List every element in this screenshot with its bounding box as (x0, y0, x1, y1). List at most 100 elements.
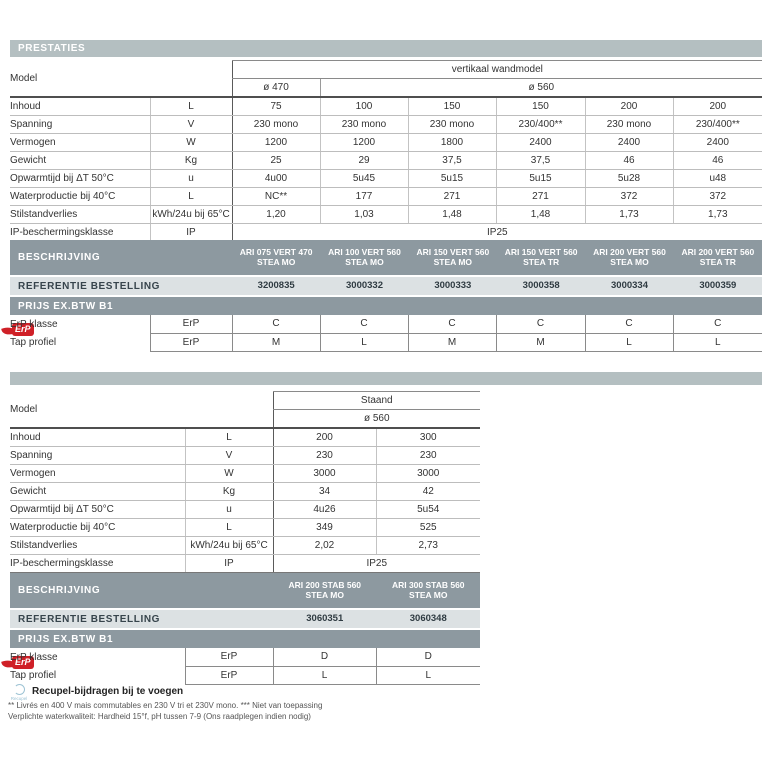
model-name: ARI 300 STAB 560 STEA MO (391, 579, 465, 600)
referentie-number: 3060348 (409, 612, 447, 624)
referentie-number: 3000358 (522, 279, 560, 291)
spec-row-inhoud: Inhoud L 200 300 (10, 428, 481, 447)
referentie-values: 3060351 3060348 (273, 610, 480, 628)
referentie-band-wall: REFERENTIE BESTELLING 3200835 3000332 30… (10, 277, 762, 295)
cell: 2,02 (272, 536, 376, 555)
row-label: Spanning (10, 446, 185, 465)
cell: C (672, 315, 762, 334)
cell: 3000 (272, 464, 376, 483)
recupel-logo-label: Recupel (10, 696, 28, 701)
spec-row-stilstandverlies: Stilstandverlies kWh/24u bij 65°C 1,20 1… (10, 205, 762, 224)
cell: C (495, 315, 585, 334)
row-label: IP-beschermingsklasse (10, 554, 185, 573)
cell: 5u15 (495, 169, 585, 188)
prestaties-band: PRESTATIES (10, 40, 762, 57)
spec-row-waterproductie: Waterproductie bij 40°C L NC** 177 271 2… (10, 187, 762, 206)
erp-row-klasse: ErP klasse ErP D D (10, 648, 480, 667)
spec-row-vermogen: Vermogen W 1200 1200 1800 2400 2400 2400 (10, 133, 762, 152)
erp-table-standing: ErP klasse ErP D D Tap profiel ErP L L (10, 648, 480, 685)
row-unit: u (149, 169, 232, 188)
cell: L (672, 333, 762, 352)
cell: 2400 (672, 133, 762, 152)
cell: 42 (375, 482, 481, 501)
cell: M (231, 333, 320, 352)
group-header-wall: vertikaal wandmodel (231, 60, 762, 79)
model-name: ARI 100 VERT 560 STEA MO (328, 246, 401, 267)
prijs-band-standing: PRIJS EX.BTW B1 (10, 630, 480, 648)
row-unit: L (184, 518, 273, 537)
cell: 230 mono (319, 115, 408, 134)
model-name: ARI 200 STAB 560 STEA MO (288, 579, 362, 600)
cell: D (375, 648, 480, 667)
standing-models-spec-table: Model Staand ø 560 Inhoud L 200 300 Span… (10, 391, 481, 573)
row-label: Gewicht (10, 151, 150, 170)
cell: 1,03 (319, 205, 408, 224)
cell: 230 (375, 446, 481, 465)
row-label: Vermogen (10, 464, 185, 483)
spec-row-vermogen: Vermogen W 3000 3000 (10, 464, 481, 483)
erp-logo-text: ErP (12, 323, 34, 336)
cell: L (272, 666, 376, 685)
model-name: ARI 200 VERT 560 STEA TR (681, 246, 755, 267)
spec-row-stilstandverlies: Stilstandverlies kWh/24u bij 65°C 2,02 2… (10, 536, 481, 555)
cell: C (319, 315, 408, 334)
cell: 5u28 (584, 169, 673, 188)
row-unit: IP (184, 554, 273, 573)
cell: 1200 (231, 133, 320, 152)
cell: C (231, 315, 320, 334)
erp-logo-text: ErP (12, 656, 34, 669)
cell: 1800 (407, 133, 496, 152)
model-header-label: Model (10, 60, 232, 98)
row-unit: L (149, 97, 232, 116)
diameter-470-header: ø 470 (231, 78, 320, 98)
spec-row-gewicht: Gewicht Kg 34 42 (10, 482, 481, 501)
cell: 25 (231, 151, 320, 170)
row-label: Opwarmtijd bij ΔT 50°C (10, 169, 150, 188)
row-label: Inhoud (10, 428, 185, 447)
recupel-logo: Recupel (8, 684, 30, 701)
cell: 1,73 (672, 205, 762, 224)
referentie-number: 3000359 (699, 279, 737, 291)
diameter-560-header: ø 560 (272, 409, 481, 429)
cell: 372 (584, 187, 673, 206)
erp-row-klasse: ErP klasse ErP C C C C C C (10, 315, 762, 334)
cell: C (584, 315, 673, 334)
cell: 1200 (319, 133, 408, 152)
row-unit: Kg (184, 482, 273, 501)
cell: NC** (231, 187, 320, 206)
spec-row-inhoud: Inhoud L 75 100 150 150 200 200 (10, 97, 762, 116)
cell: 349 (272, 518, 376, 537)
model-name: ARI 150 VERT 560 STEA MO (416, 246, 490, 267)
cell: 5u54 (375, 500, 481, 519)
cell: 46 (584, 151, 673, 170)
row-label: Waterproductie bij 40°C (10, 518, 185, 537)
cell: 3000 (375, 464, 481, 483)
cell: 100 (319, 97, 408, 116)
erp-unit: ErP (149, 315, 232, 334)
referentie-label: REFERENTIE BESTELLING (18, 280, 161, 292)
spec-row-ip: IP-beschermingsklasse IP IP25 (10, 223, 762, 242)
row-unit: IP (149, 223, 232, 242)
referentie-number: 3000334 (611, 279, 648, 291)
row-label: Spanning (10, 115, 150, 134)
spec-row-gewicht: Gewicht Kg 25 29 37,5 37,5 46 46 (10, 151, 762, 170)
erp-row-label: ErP klasse (10, 318, 58, 330)
erp-unit: ErP (184, 648, 273, 667)
spec-row-spanning: Spanning V 230 mono 230 mono 230 mono 23… (10, 115, 762, 134)
row-label: Stilstandverlies (10, 205, 150, 224)
row-unit: kWh/24u bij 65°C (149, 205, 232, 224)
erp-unit: ErP (149, 333, 232, 352)
beschrijving-band-wall: BESCHRIJVING ARI 075 VERT 470 STEA MO AR… (10, 240, 762, 275)
prijs-label: PRIJS EX.BTW B1 (18, 300, 114, 312)
row-unit: W (184, 464, 273, 483)
erp-row-label: Tap profiel (10, 336, 57, 348)
erp-logo: ErP (1, 653, 36, 671)
cell: 271 (407, 187, 496, 206)
cell: 230 mono (231, 115, 320, 134)
row-unit: L (184, 428, 273, 447)
spec-row-opwarmtijd: Opwarmtijd bij ΔT 50°C u 4u00 5u45 5u15 … (10, 169, 762, 188)
cell: 230/400** (672, 115, 762, 134)
erp-table-wall: ErP klasse ErP C C C C C C Tap profiel E… (10, 315, 762, 352)
spec-row-waterproductie: Waterproductie bij 40°C L 349 525 (10, 518, 481, 537)
